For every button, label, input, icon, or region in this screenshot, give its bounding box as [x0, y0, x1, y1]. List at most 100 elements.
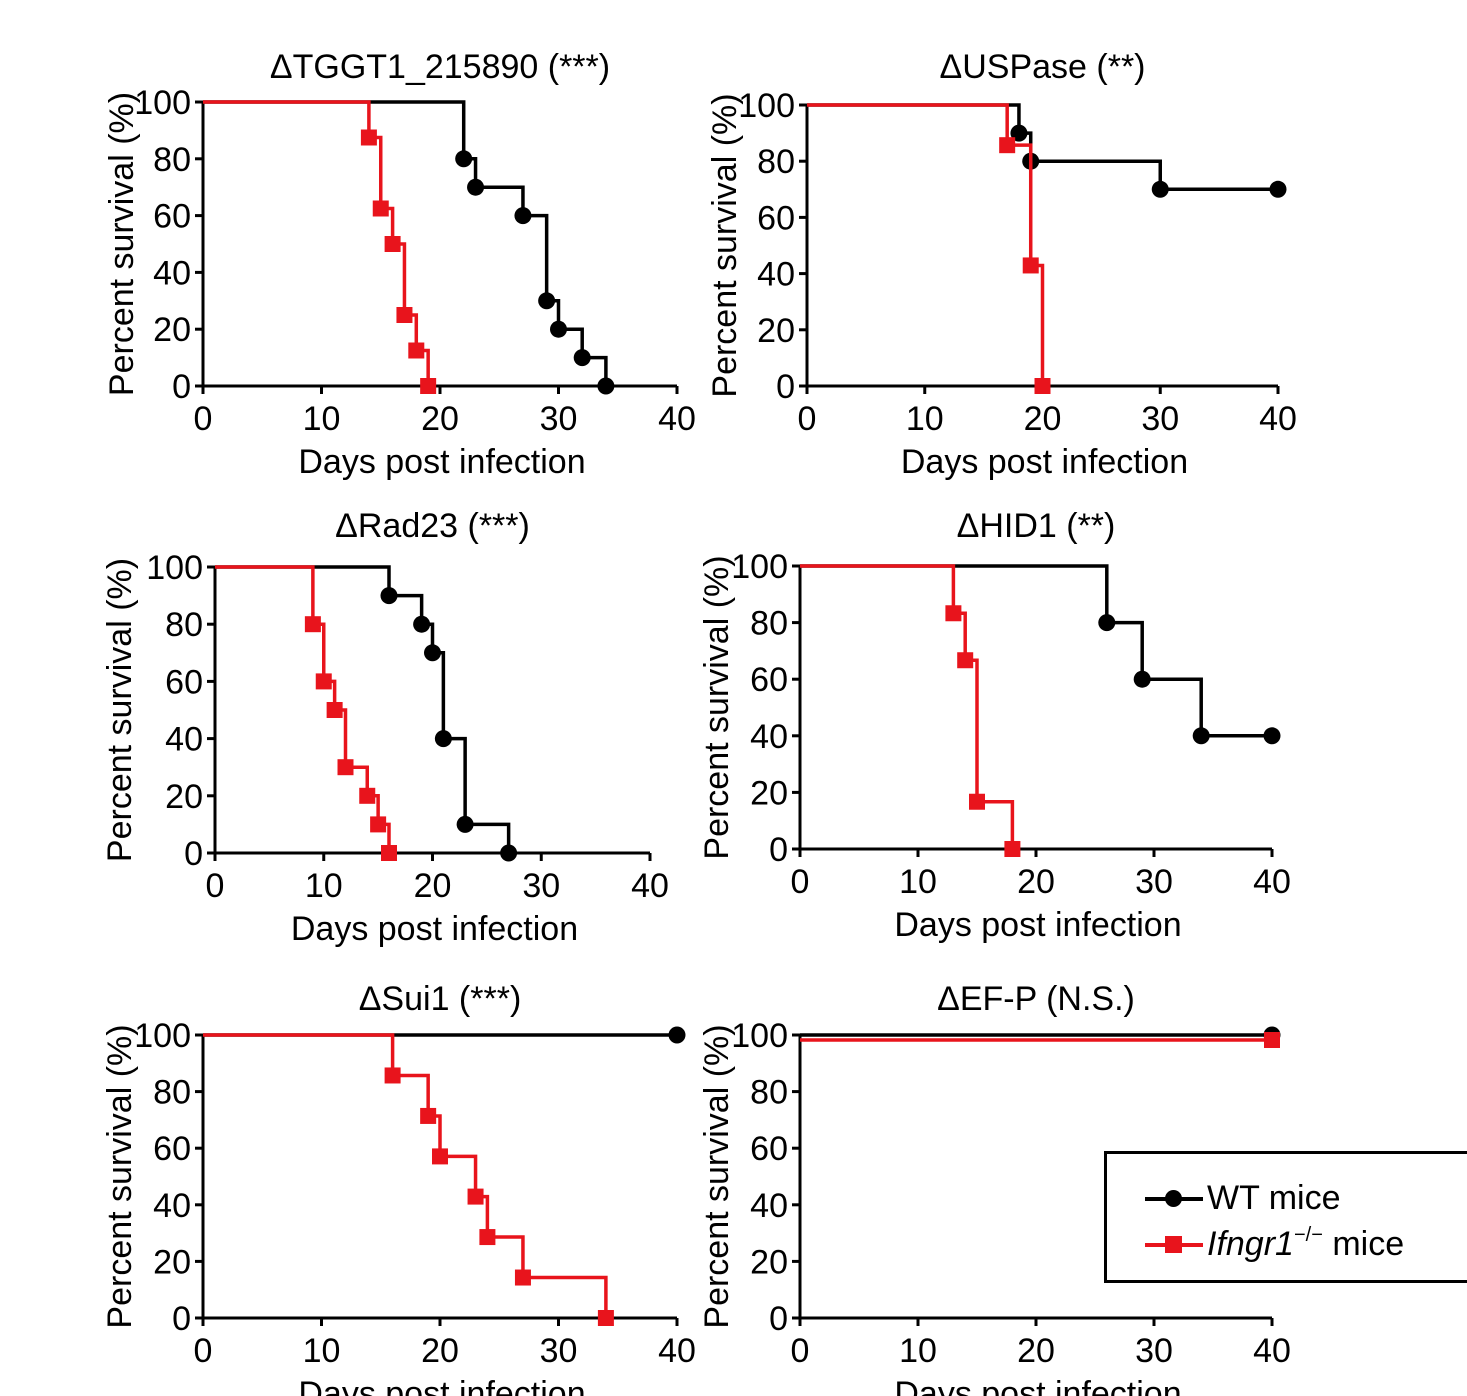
x-tick-label: 30: [540, 400, 578, 438]
x-tick-label: 10: [305, 867, 343, 905]
y-tick-label: 60: [165, 663, 203, 701]
x-axis-label: Days post infection: [894, 906, 1181, 944]
wt-data-point: [455, 150, 473, 168]
x-axis-label: Days post infection: [291, 910, 578, 948]
x-tick-label: 30: [540, 1332, 578, 1370]
y-axis-label: Percent survival (%): [103, 92, 141, 396]
x-tick-label: 40: [658, 400, 696, 438]
ko-data-point: [381, 845, 397, 861]
y-tick-label: 20: [750, 774, 788, 812]
x-tick-label: 40: [658, 1332, 696, 1370]
chart-title: ΔRad23 (***): [335, 507, 530, 545]
series-line-ko: [215, 565, 391, 853]
x-tick-label: 20: [421, 400, 459, 438]
y-tick-label: 100: [731, 548, 788, 586]
x-tick-label: 20: [414, 867, 452, 905]
x-tick-label: 0: [791, 1332, 810, 1370]
y-tick-label: 0: [776, 368, 795, 406]
wt-data-point: [380, 587, 398, 605]
ko-data-point: [304, 616, 321, 633]
y-tick-label: 60: [750, 661, 788, 699]
y-tick-label: 100: [134, 1017, 191, 1055]
wt-data-point: [550, 320, 567, 338]
y-tick-label: 80: [750, 605, 788, 643]
y-tick-label: 60: [153, 198, 191, 236]
y-axis-label: Percent survival (%): [101, 558, 139, 862]
x-tick-label: 10: [906, 400, 944, 438]
ko-data-point: [597, 1310, 614, 1326]
ko-data-point: [326, 702, 343, 718]
ko-data-point: [337, 759, 354, 776]
x-tick-label: 10: [303, 1332, 341, 1370]
y-axis-label: Percent survival (%): [698, 1024, 736, 1328]
y-tick-label: 40: [153, 1187, 191, 1225]
wt-data-point: [1269, 180, 1287, 198]
legend: WT mice Ifngr1−/− mice: [1104, 1151, 1467, 1283]
ko-data-point: [1022, 257, 1039, 274]
ko-data-point: [408, 342, 425, 359]
series-line-wt: [807, 103, 1278, 192]
x-tick-label: 40: [1259, 400, 1297, 438]
chart-title: ΔSui1 (***): [359, 980, 522, 1018]
chart-panel-sui1: ΔSui1 (***) 0 20 40 60 80 100 0 10 20 30 40 Days pos…: [101, 980, 696, 1396]
x-axis-label: Days post infection: [298, 443, 585, 481]
y-tick-label: 80: [750, 1074, 788, 1112]
y-tick-label: 20: [153, 311, 191, 349]
ko-data-point: [999, 137, 1016, 154]
chart-title: ΔUSPase (**): [940, 48, 1146, 86]
x-tick-label: 20: [1024, 400, 1062, 438]
x-tick-label: 20: [421, 1332, 459, 1370]
y-tick-label: 20: [153, 1243, 191, 1281]
y-tick-label: 60: [757, 199, 795, 237]
wt-data-point: [1133, 670, 1151, 688]
legend-ko-label: Ifngr1−/− mice: [1207, 1224, 1404, 1264]
legend-wt-symbol: [1145, 1178, 1203, 1218]
wt-data-point: [413, 615, 431, 633]
ko-data-point: [315, 673, 332, 690]
ko-data-point: [384, 236, 401, 252]
series-line-ko: [203, 1033, 608, 1318]
legend-ko-suffix: mice: [1322, 1225, 1405, 1263]
x-tick-label: 0: [194, 1332, 213, 1370]
ko-data-point: [957, 652, 974, 669]
legend-item-wt: WT mice: [1145, 1178, 1340, 1218]
y-tick-label: 80: [757, 143, 795, 181]
legend-item-ko: Ifngr1−/− mice: [1145, 1224, 1404, 1264]
y-tick-label: 40: [750, 718, 788, 756]
ko-data-point: [432, 1148, 448, 1165]
legend-ko-genotype: −/−: [1293, 1224, 1323, 1246]
x-tick-label: 0: [206, 867, 225, 905]
x-tick-label: 30: [1141, 400, 1179, 438]
wt-data-point: [514, 207, 532, 225]
x-tick-label: 0: [194, 400, 213, 438]
wt-data-point: [1263, 727, 1281, 745]
y-axis-label: Percent survival (%): [101, 1024, 139, 1328]
ko-data-point: [420, 1107, 437, 1124]
y-tick-label: 80: [153, 1074, 191, 1112]
ko-data-point: [396, 307, 413, 323]
series-line-wt: [215, 565, 511, 853]
chart-panel-hid1: ΔHID1 (**) 0 20 40 60 80 100 0 10 20 30 40 Days post…: [698, 507, 1291, 944]
wt-data-point: [500, 844, 518, 862]
chart-title: ΔEF-P (N.S.): [937, 980, 1135, 1018]
y-tick-label: 0: [172, 368, 191, 406]
chart-panel-tggt1: ΔTGGT1_215890 (***) 0 20 40 60 80 100 0 10 20 30 40…: [103, 48, 696, 481]
y-axis-label: Percent survival (%): [698, 555, 736, 859]
ko-data-point: [479, 1229, 496, 1246]
y-axis-label: Percent survival (%): [706, 93, 744, 397]
y-tick-label: 40: [750, 1187, 788, 1225]
y-tick-label: 100: [738, 87, 795, 125]
ko-data-point: [969, 793, 985, 810]
y-tick-label: 0: [172, 1300, 191, 1338]
x-tick-label: 30: [522, 867, 560, 905]
x-tick-label: 0: [798, 400, 817, 438]
legend-ko-symbol: [1145, 1224, 1203, 1264]
y-tick-label: 100: [146, 549, 203, 587]
wt-data-point: [434, 730, 452, 748]
x-tick-label: 10: [899, 863, 937, 901]
y-tick-label: 100: [134, 84, 191, 122]
x-tick-label: 0: [791, 863, 810, 901]
x-tick-label: 10: [303, 400, 341, 438]
chart-panel-rad23: ΔRad23 (***) 0 20 40 60 80 100 0 10 20 30 40 Days po…: [101, 507, 669, 948]
x-tick-label: 30: [1135, 1332, 1173, 1370]
